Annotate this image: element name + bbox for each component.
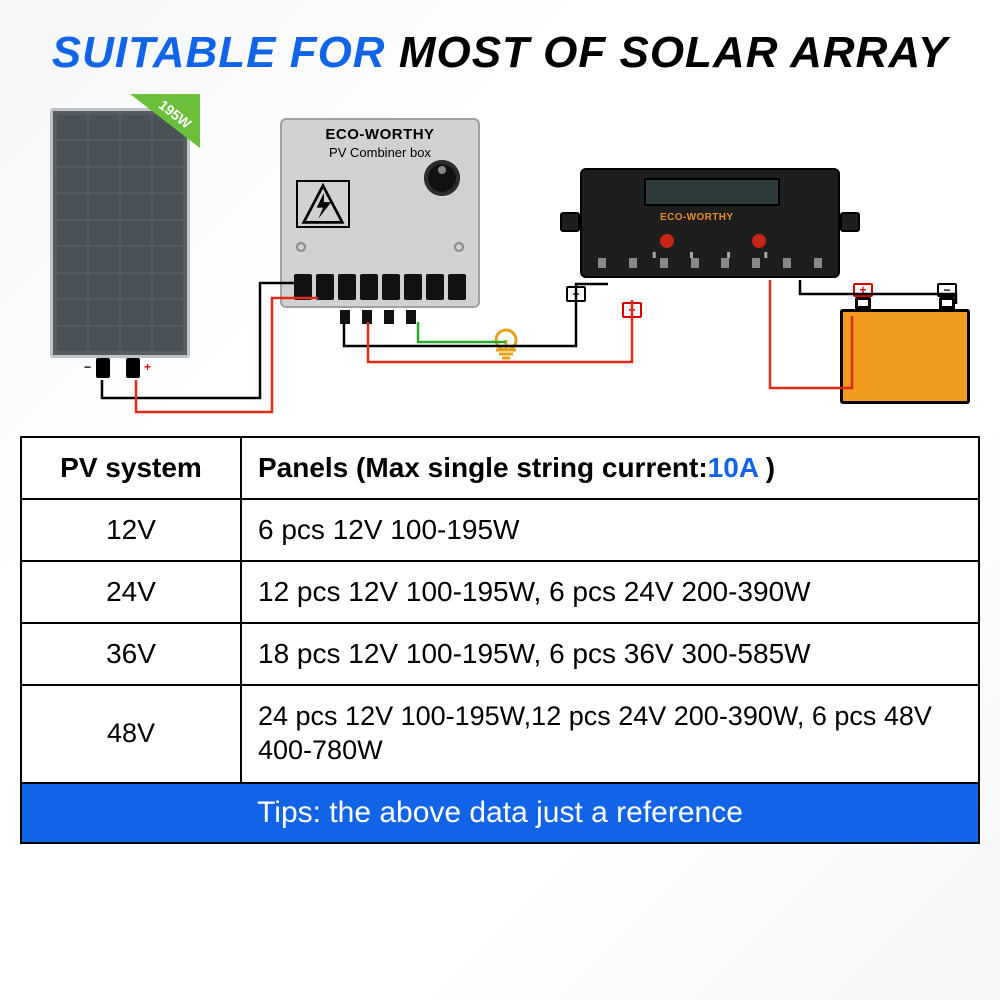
battery-pos-label: + xyxy=(853,283,873,297)
headline: SUITABLE FOR MOST OF SOLAR ARRAY xyxy=(0,0,1000,78)
table-tips-row: Tips: the above data just a reference xyxy=(21,783,979,843)
headline-black: MOST OF SOLAR ARRAY xyxy=(386,28,949,77)
controller-button-icon xyxy=(752,234,766,248)
controller-logo: ECO-WORTHY xyxy=(660,212,733,223)
table-header-panels: Panels (Max single string current:10A ) xyxy=(241,437,979,499)
ground-symbol-icon xyxy=(490,328,522,360)
combiner-subtitle: PV Combiner box xyxy=(290,145,470,160)
battery: + − xyxy=(840,318,970,404)
charge-controller: ECO-WORTHY ▮▮▮▮ xyxy=(580,168,840,278)
wiring-diagram: 195W − + ECO-WORTHY PV Combiner box E xyxy=(20,98,980,428)
panel-wattage-badge: 195W xyxy=(130,94,200,148)
combiner-output-legs xyxy=(280,308,480,324)
table-row: 24V 12 pcs 12V 100-195W, 6 pcs 24V 200-3… xyxy=(21,561,979,623)
controller-pv-neg: − xyxy=(566,286,586,302)
controller-button-icon xyxy=(660,234,674,248)
panel-leads: − + xyxy=(92,358,152,380)
pv-combiner-box: ECO-WORTHY PV Combiner box xyxy=(280,118,480,308)
panel-lead-neg: − xyxy=(84,360,91,374)
table-header-system: PV system xyxy=(21,437,241,499)
controller-lcd xyxy=(644,178,780,206)
compatibility-table: PV system Panels (Max single string curr… xyxy=(20,436,980,844)
headline-blue: SUITABLE FOR xyxy=(52,28,386,77)
combiner-brand: ECO-WORTHY xyxy=(290,126,470,143)
panel-lead-pos: + xyxy=(144,360,151,374)
controller-pv-pos: + xyxy=(622,302,642,318)
table-row: 48V 24 pcs 12V 100-195W,12 pcs 24V 200-3… xyxy=(21,685,979,783)
table-row: 36V 18 pcs 12V 100-195W, 6 pcs 36V 300-5… xyxy=(21,623,979,685)
combiner-connectors xyxy=(294,264,466,300)
table-row: 12V 6 pcs 12V 100-195W xyxy=(21,499,979,561)
battery-neg-label: − xyxy=(937,283,957,297)
high-voltage-icon xyxy=(296,180,350,228)
combiner-switch-icon xyxy=(424,160,460,196)
